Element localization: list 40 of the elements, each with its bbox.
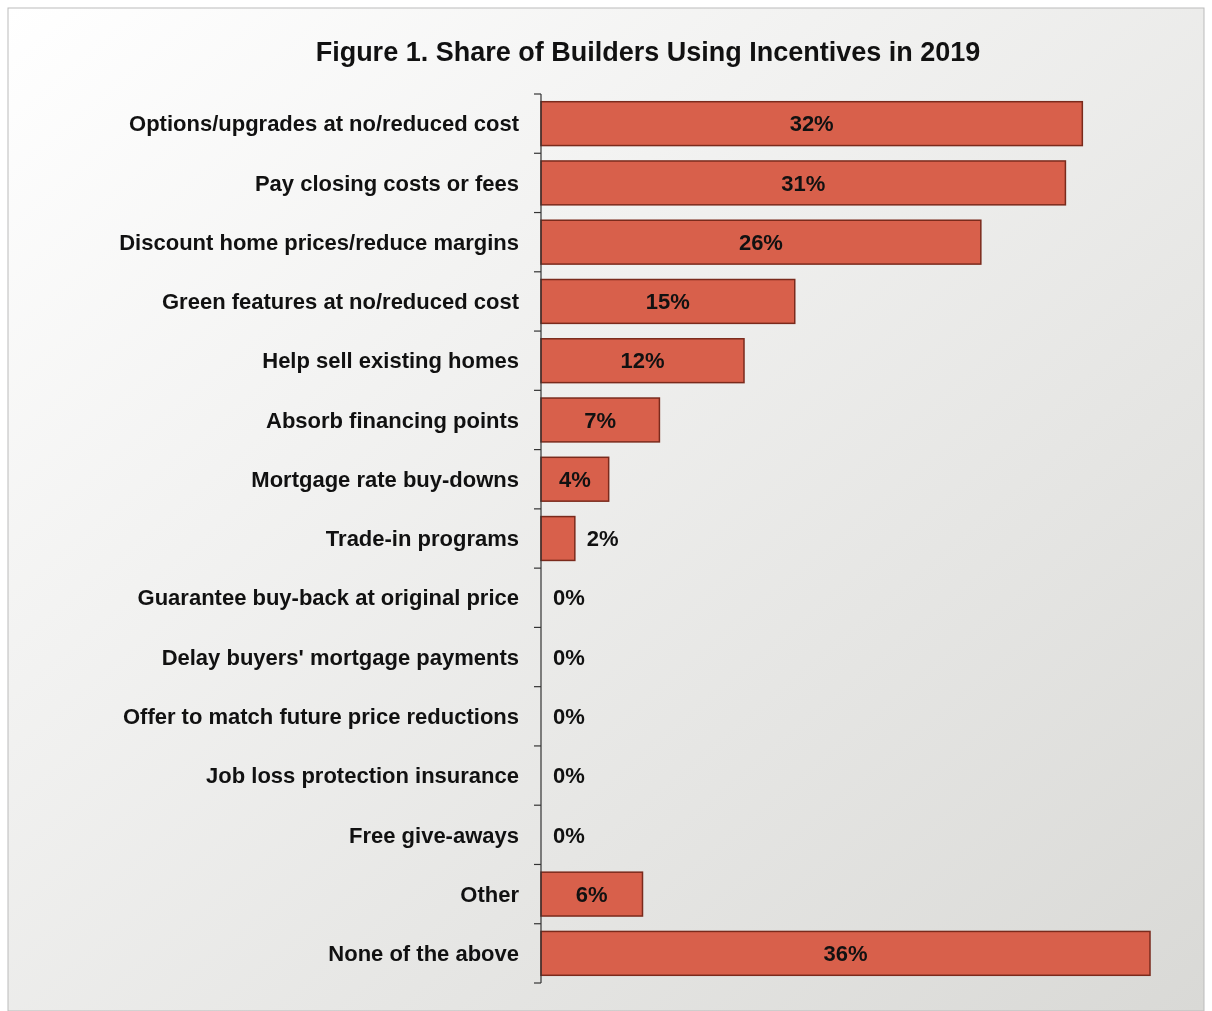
bar (540, 515, 576, 562)
bar (540, 278, 796, 325)
data-label: 6% (575, 881, 608, 907)
y-tick-label: Delay buyers' mortgage payments (161, 644, 519, 670)
y-tick-label: Job loss protection insurance (206, 763, 519, 789)
bar (540, 219, 982, 265)
y-tick-label: None of the above (328, 941, 519, 967)
data-label: 32% (789, 111, 834, 137)
data-label: 15% (645, 289, 690, 315)
y-tick-label: Other (460, 881, 520, 907)
y-tick-label: Free give-aways (349, 822, 519, 848)
y-tick-label: Guarantee buy-back at original price (137, 585, 519, 611)
data-label: 4% (558, 466, 591, 492)
bar (540, 338, 745, 384)
bar (540, 397, 661, 443)
y-tick-label: Green features at no/reduced cost (162, 289, 520, 315)
bar (540, 871, 644, 917)
y-tick-label: Absorb financing points (266, 407, 519, 433)
y-tick-label: Discount home prices/reduce margins (119, 229, 519, 255)
data-label: 2% (586, 526, 619, 552)
y-tick-label: Pay closing costs or fees (254, 170, 519, 196)
data-label: 0% (553, 644, 585, 670)
data-label: 0% (553, 585, 585, 611)
data-label: 31% (781, 170, 826, 196)
y-tick-label: Trade-in programs (325, 526, 519, 552)
y-tick-label: Mortgage rate buy-downs (251, 466, 519, 492)
data-label: 0% (553, 822, 585, 848)
bar (540, 160, 1067, 206)
data-label: 12% (620, 348, 665, 374)
y-tick-label: Help sell existing homes (262, 348, 519, 374)
y-tick-label: Offer to match future price reductions (122, 704, 519, 729)
data-label: 26% (738, 229, 783, 255)
data-label: 36% (823, 941, 868, 967)
y-tick-label: Options/upgrades at no/reduced cost (129, 111, 520, 137)
data-label: 0% (553, 704, 585, 729)
data-label: 7% (584, 407, 617, 433)
bar (540, 930, 1151, 977)
chart-title: Figure 1. Share of Builders Using Incentives in 2019 (315, 37, 981, 68)
bar (540, 100, 1084, 147)
data-label: 0% (553, 763, 585, 789)
